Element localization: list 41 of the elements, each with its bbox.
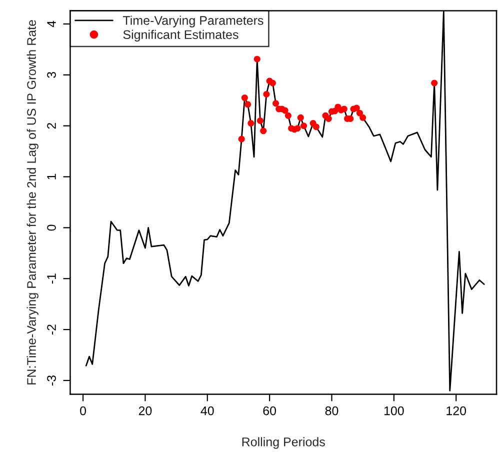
point: [356, 110, 363, 116]
point: [340, 106, 348, 112]
point: [241, 94, 248, 102]
point: [282, 107, 288, 114]
y-tick-label: 4: [47, 20, 56, 28]
point: [254, 56, 260, 62]
point: [297, 114, 304, 121]
y-tick-label: 3: [47, 72, 56, 78]
legend-label: Time-Varying Parameters: [123, 16, 264, 28]
legend-label: Significant Estimates: [123, 30, 238, 42]
x-tick-label: 120: [446, 406, 466, 416]
point: [263, 90, 270, 98]
point: [284, 112, 292, 119]
point: [294, 125, 301, 132]
point: [256, 117, 264, 124]
y-tick-label: 1: [47, 174, 56, 180]
y-axis-title: FN:Time-Varying Parameter for the 2nd Lag of US IP Growth Rate: [26, 20, 38, 384]
point: [431, 80, 438, 86]
point: [248, 120, 254, 127]
y-tick-label: -2: [47, 324, 56, 335]
x-axis-title: Rolling Periods: [242, 437, 325, 449]
point: [272, 100, 280, 107]
x-tick-label: 20: [138, 406, 152, 416]
y-tick-label: -3: [47, 375, 56, 386]
x-tick-label: 0: [80, 406, 86, 416]
y-tick-label: 0: [47, 224, 56, 231]
point: [353, 104, 360, 112]
point: [312, 124, 320, 130]
x-tick-label: 40: [200, 406, 214, 416]
y-tick-label: -1: [47, 274, 56, 284]
x-tick-label: 60: [263, 406, 276, 416]
point: [260, 128, 267, 134]
y-tick-label: 2: [47, 122, 56, 129]
point: [269, 80, 276, 86]
point: [238, 136, 245, 142]
x-tick-label: 80: [325, 406, 338, 416]
point: [325, 115, 332, 122]
point: [300, 122, 308, 130]
point: [360, 114, 366, 121]
point: [244, 101, 252, 108]
x-tick-label: 100: [384, 406, 404, 416]
